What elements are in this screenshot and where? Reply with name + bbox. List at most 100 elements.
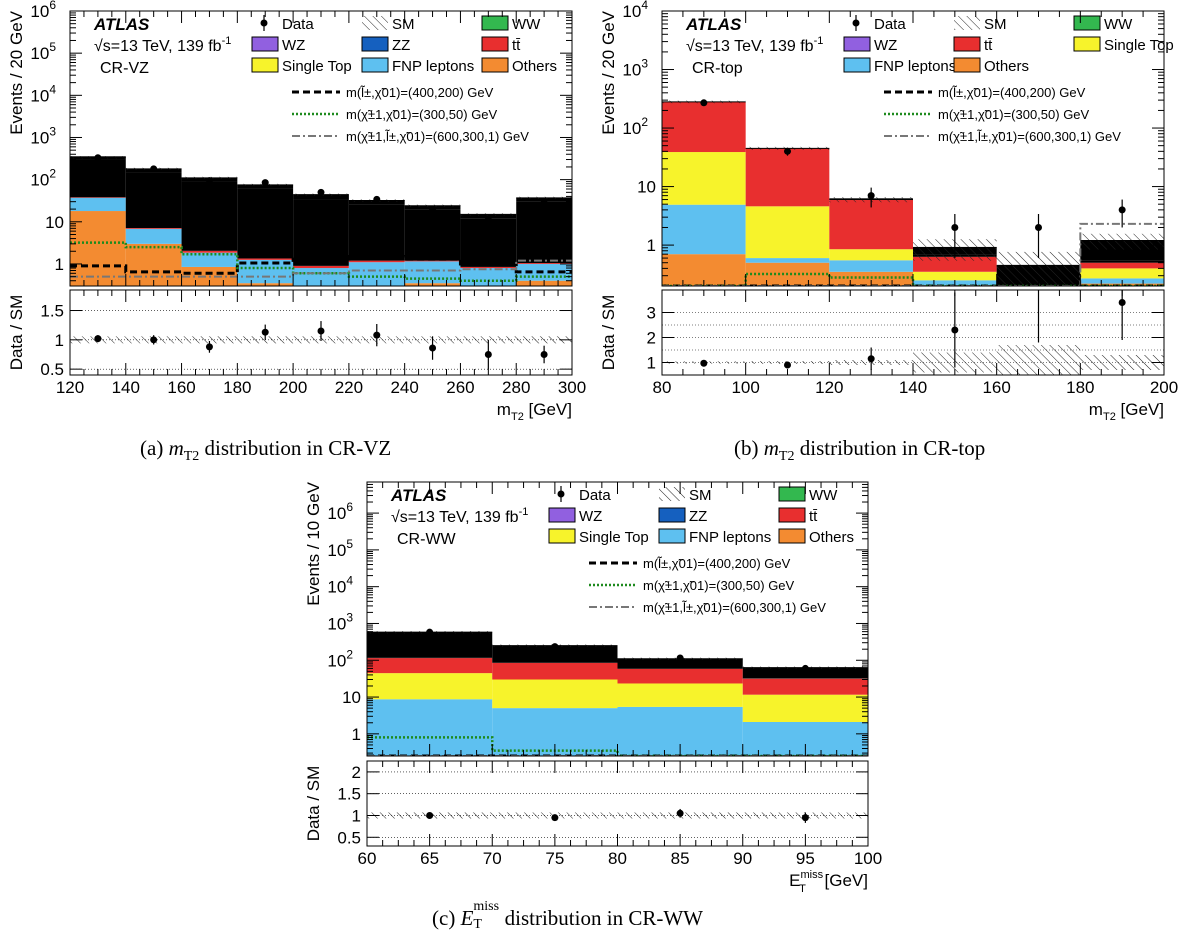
x-tick-label: 70 <box>483 849 502 868</box>
bar-ttbar <box>745 148 830 207</box>
legend-label-signal_c1c1: m(χ̃±1,χ̃01)=(300,50) GeV <box>938 107 1090 122</box>
bar-zz <box>348 204 405 261</box>
legend-label-zz: ZZ <box>689 508 707 525</box>
legend-label-others: Others <box>984 58 1029 75</box>
bar-ttbar <box>460 266 517 269</box>
bar-zz <box>516 201 572 264</box>
x-tick-label: 180 <box>1066 378 1094 397</box>
data-point <box>205 177 213 185</box>
x-axis-label: mT2 [GeV] <box>497 400 572 423</box>
x-tick-label: 120 <box>815 378 843 397</box>
legend-label-wz: WZ <box>282 37 305 54</box>
region-label: CR-top <box>692 60 743 77</box>
x-tick-label: 120 <box>56 378 84 397</box>
data-point <box>261 179 269 187</box>
bar-ww <box>617 658 743 669</box>
bar-zz <box>460 218 517 267</box>
y-axis-label: Events / 20 GeV <box>599 10 618 134</box>
bar-ttbar <box>348 260 405 263</box>
y-tick-label: 104 <box>327 574 353 597</box>
bar-fnp <box>662 204 746 255</box>
data-point <box>1035 223 1042 231</box>
bar-zz <box>237 188 294 259</box>
ratio-y-tick-label: 1 <box>647 354 656 373</box>
legend-label-ww: WW <box>512 16 541 33</box>
bar-single_top <box>1080 268 1164 279</box>
legend-swatch-single_top <box>251 57 279 73</box>
legend-label-ww: WW <box>1104 16 1133 33</box>
legend-swatch-wz <box>548 507 576 523</box>
ratio-band <box>516 336 572 344</box>
bar-ttbar <box>617 668 743 684</box>
ratio-y-tick-label: 1.5 <box>40 302 64 321</box>
legend-swatch-wz <box>251 36 279 52</box>
legend-swatch-zz <box>658 507 686 523</box>
bar-ttbar <box>742 678 868 695</box>
ratio-point <box>373 331 381 339</box>
data-point <box>150 165 158 173</box>
bar-zz <box>70 159 126 198</box>
y-tick-label: 10 <box>637 178 656 197</box>
bar-ttbar <box>125 228 182 229</box>
legend-label-others: Others <box>512 58 557 75</box>
legend-label-data: Data <box>874 16 906 33</box>
x-tick-label: 200 <box>1150 378 1178 397</box>
energy-label: √s=13 TeV, 139 fb-1 <box>391 506 528 526</box>
data-point <box>867 192 875 200</box>
legend-label-others: Others <box>809 529 854 546</box>
legend-sm-swatch <box>362 16 388 30</box>
y-tick-label: 102 <box>30 167 56 190</box>
x-tick-label: 80 <box>653 378 672 397</box>
bar-fnp <box>745 258 830 263</box>
x-tick-label: 85 <box>671 849 690 868</box>
x-tick-label: 160 <box>982 378 1010 397</box>
bar-zz <box>125 172 182 229</box>
bar-fnp <box>70 197 126 212</box>
data-point <box>317 188 325 196</box>
legend-label-fnp: FNP leptons <box>392 58 474 75</box>
bar-single_top <box>913 271 997 281</box>
signal-signal_c1l <box>70 259 572 278</box>
bar-single_top <box>492 679 618 709</box>
x-axis-label: Emiss T [GeV] <box>789 869 868 895</box>
bar-ww <box>742 667 868 679</box>
ratio-y-axis-label: Data / SM <box>7 295 26 371</box>
data-point <box>1118 206 1126 214</box>
data-point <box>951 223 959 231</box>
ratio-group <box>662 290 1164 375</box>
y-tick-label: 1 <box>55 255 64 274</box>
data-point <box>676 654 684 662</box>
signal-signal_c1c1 <box>70 241 572 282</box>
legend-swatch-fnp <box>843 57 871 73</box>
ratio-point <box>784 361 791 369</box>
ratio-point <box>317 327 325 335</box>
bar-ttbar <box>367 658 493 674</box>
legend-swatch-ttbar <box>481 36 509 52</box>
ratio-point <box>676 809 684 817</box>
data-point <box>540 199 548 207</box>
legend-label-single_top: Single Top <box>282 58 352 75</box>
legend-label-data: Data <box>282 16 314 33</box>
x-tick-label: 140 <box>112 378 140 397</box>
atlas-label: ATLAS <box>390 486 447 505</box>
ratio-point <box>150 336 158 344</box>
x-tick-label: 180 <box>223 378 251 397</box>
legend-label-signal_c1l: m(χ̃±1,l̃±,χ̃01)=(600,300,1) GeV <box>346 129 529 144</box>
x-tick-label: 160 <box>167 378 195 397</box>
legend-swatch-others <box>953 57 981 73</box>
x-tick-label: 200 <box>279 378 307 397</box>
x-tick-label: 90 <box>733 849 752 868</box>
ratio-point <box>700 359 708 367</box>
legend-swatch-ttbar <box>778 507 806 523</box>
data-point <box>429 206 437 214</box>
data-point <box>784 147 791 155</box>
bar-ttbar <box>829 199 913 250</box>
caption-a: (a) mT2 distribution in CR-VZ <box>140 436 392 465</box>
bar-ttbar <box>662 101 746 153</box>
legend-label-ww: WW <box>809 487 838 504</box>
legend-label-wz: WZ <box>579 508 602 525</box>
